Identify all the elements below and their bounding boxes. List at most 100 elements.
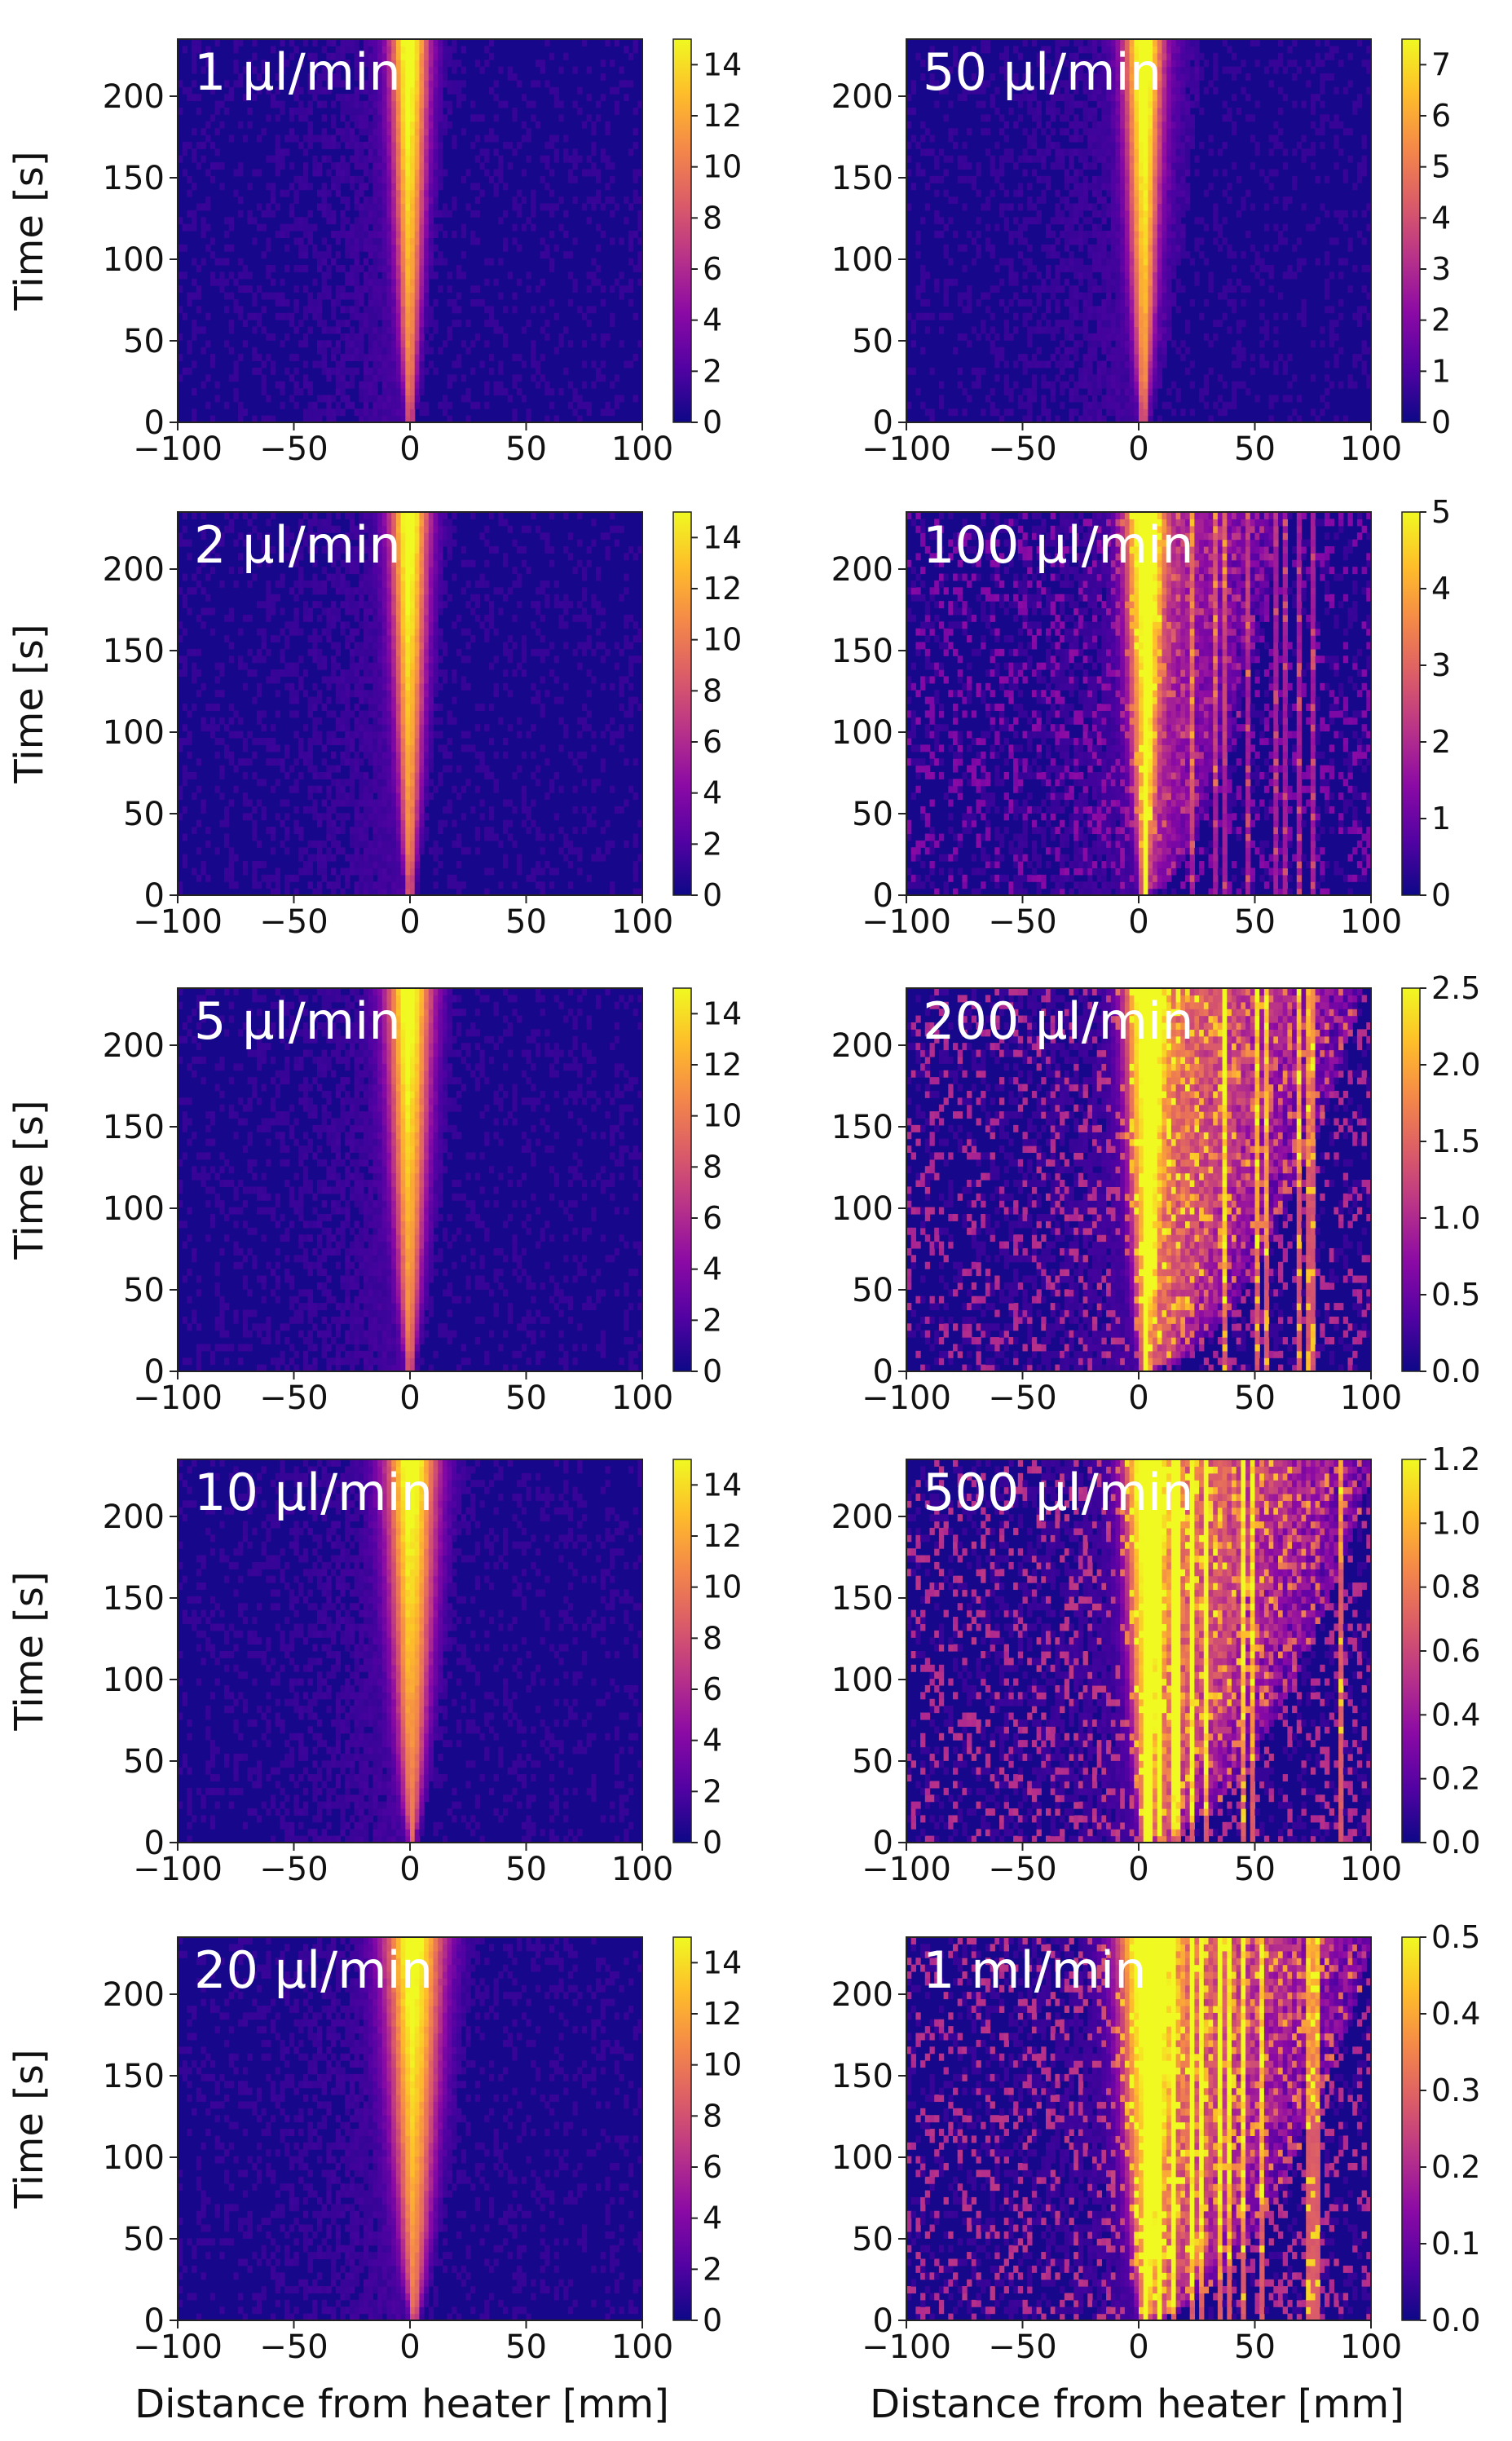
heatmap-cell <box>540 710 545 718</box>
heatmap-cell <box>302 806 309 814</box>
heatmap-cell <box>372 237 378 245</box>
heatmap-cell <box>289 1275 295 1283</box>
heatmap-cell <box>312 66 318 74</box>
heatmap-cell <box>461 881 466 889</box>
heatmap-cell <box>201 258 206 266</box>
heatmap-cell <box>386 306 392 314</box>
heatmap-cell <box>321 519 327 527</box>
heatmap-cell <box>391 360 397 369</box>
heatmap-cell <box>410 320 416 328</box>
heatmap-cell <box>252 312 258 320</box>
heatmap-cell <box>400 792 406 801</box>
heatmap-cell <box>228 854 234 862</box>
heatmap-cell <box>419 285 425 294</box>
heatmap-cell <box>442 532 448 541</box>
heatmap-cell <box>321 799 327 807</box>
heatmap-cell <box>298 264 304 272</box>
heatmap-cell <box>400 141 406 149</box>
heatmap-cell <box>433 73 439 81</box>
heatmap-cell <box>275 580 280 588</box>
heatmap-cell <box>410 1357 416 1366</box>
heatmap-cell <box>359 148 364 157</box>
heatmap-cell <box>581 39 588 46</box>
heatmap-cell <box>395 676 402 684</box>
heatmap-cell <box>419 813 425 821</box>
heatmap-cell <box>391 813 397 821</box>
heatmap-cell <box>633 141 638 149</box>
heatmap-cell <box>326 847 332 855</box>
heatmap-cell <box>302 162 309 170</box>
heatmap-cell <box>563 251 569 259</box>
heatmap-cell <box>503 799 509 807</box>
heatmap-cell <box>349 183 355 191</box>
heatmap-cell <box>280 292 285 300</box>
heatmap-cell <box>271 847 276 855</box>
heatmap-cell <box>452 196 457 205</box>
heatmap-cell <box>474 751 481 759</box>
heatmap-cell <box>266 1323 271 1331</box>
heatmap-cell <box>577 642 583 650</box>
heatmap-cell <box>266 1337 271 1345</box>
heatmap-cell <box>391 210 397 218</box>
heatmap-cell <box>312 519 318 527</box>
heatmap-cell <box>368 39 373 46</box>
heatmap-cell <box>372 1330 378 1338</box>
heatmap-cell <box>414 183 420 191</box>
heatmap-cell <box>364 401 369 409</box>
heatmap-cell <box>321 867 327 876</box>
heatmap-cell <box>293 669 299 678</box>
heatmap-cell <box>233 710 239 718</box>
heatmap-cell <box>553 771 559 779</box>
heatmap-cell <box>372 881 378 889</box>
heatmap-cell <box>219 690 225 698</box>
heatmap-cell <box>410 39 416 46</box>
heatmap-cell <box>368 1282 373 1290</box>
heatmap-cell <box>266 758 271 766</box>
heatmap-cell <box>470 635 476 643</box>
heatmap-cell <box>405 347 411 355</box>
heatmap-cell <box>317 587 323 595</box>
heatmap-cell <box>312 298 318 307</box>
heatmap-cell <box>512 374 518 382</box>
heatmap-cell <box>312 135 318 143</box>
heatmap-cell <box>266 648 271 656</box>
heatmap-cell <box>335 189 342 197</box>
heatmap-cell <box>400 614 406 622</box>
heatmap-cell <box>345 567 350 575</box>
heatmap-cell <box>381 251 388 259</box>
heatmap-cell <box>354 648 359 656</box>
heatmap-cell <box>261 326 267 334</box>
heatmap-cell <box>335 545 342 554</box>
heatmap-cell <box>196 1357 202 1366</box>
heatmap-cell <box>280 553 285 561</box>
heatmap-cell <box>209 354 216 362</box>
heatmap-cell <box>349 94 355 102</box>
heatmap-cell <box>284 189 290 197</box>
heatmap-cell <box>465 744 471 753</box>
heatmap-cell <box>419 292 425 300</box>
heatmap-cell <box>414 148 420 157</box>
heatmap-cell <box>252 833 258 841</box>
heatmap-cell <box>433 525 439 533</box>
heatmap-cell <box>381 785 388 793</box>
heatmap-cell <box>586 819 592 828</box>
heatmap-cell <box>410 1337 416 1345</box>
heatmap-cell <box>321 183 327 191</box>
heatmap-cell <box>182 861 187 869</box>
heatmap-cell <box>633 840 638 848</box>
heatmap-cell <box>349 545 355 554</box>
heatmap-cell <box>438 114 443 122</box>
heatmap-cell <box>433 682 439 691</box>
heatmap-cell <box>479 758 485 766</box>
heatmap-cell <box>419 519 425 527</box>
heatmap-cell <box>182 86 187 95</box>
heatmap-cell <box>312 840 318 848</box>
heatmap-cell <box>368 888 373 896</box>
heatmap-cell <box>335 737 342 745</box>
heatmap-cell <box>410 642 416 650</box>
heatmap-cell <box>405 292 411 300</box>
heatmap-cell <box>381 779 388 787</box>
heatmap-cell <box>503 854 509 862</box>
heatmap-cell <box>335 408 342 417</box>
heatmap-cell <box>386 189 392 197</box>
